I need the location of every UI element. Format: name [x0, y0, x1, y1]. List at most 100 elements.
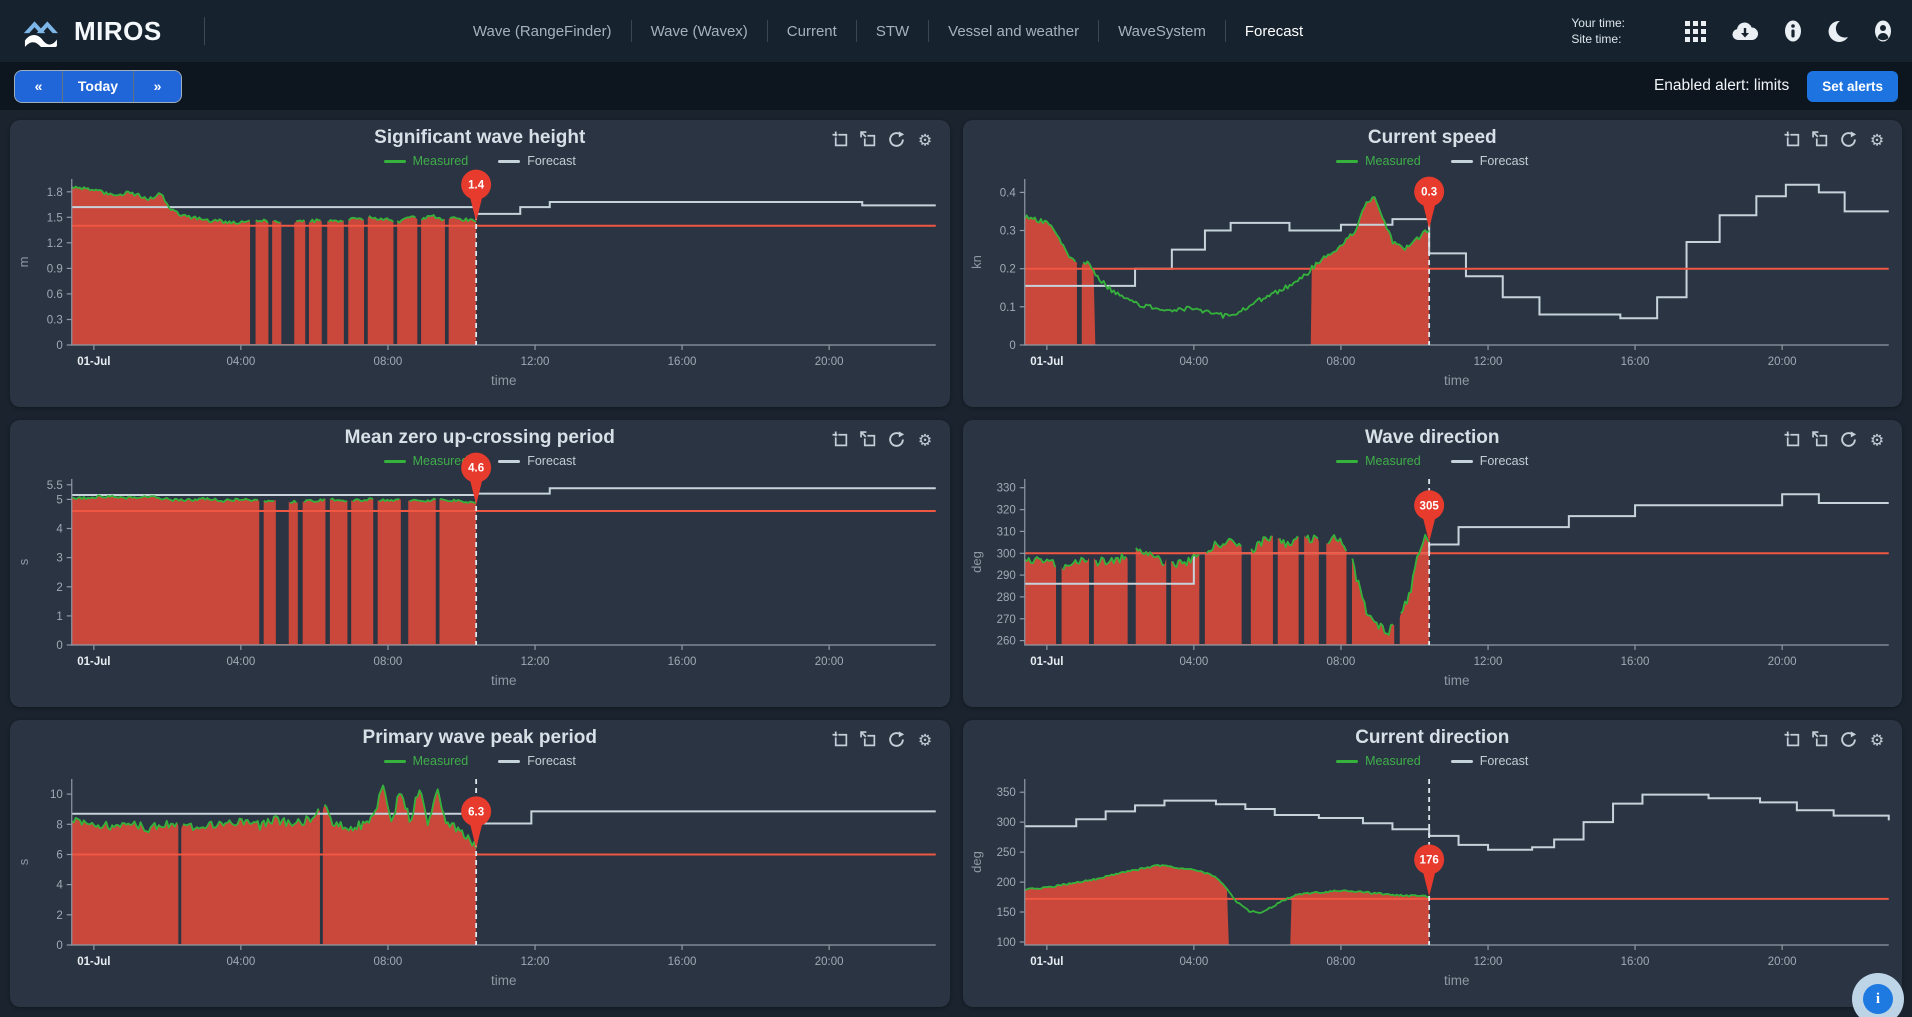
legend-item-forecast[interactable]: Forecast	[1450, 454, 1528, 468]
svg-text:⚙: ⚙	[1870, 133, 1884, 150]
tab-wave-wavex[interactable]: Wave (Wavex)	[650, 22, 748, 40]
svg-text:12:00: 12:00	[521, 356, 550, 368]
moon-icon[interactable]	[1828, 20, 1848, 42]
refresh-icon[interactable]	[888, 431, 905, 448]
tab-separator	[766, 20, 768, 42]
reset-view-icon[interactable]	[1812, 131, 1829, 148]
svg-text:16:00: 16:00	[1620, 656, 1649, 668]
tab-separator	[630, 20, 632, 42]
legend-item-forecast[interactable]: Forecast	[498, 454, 576, 468]
refresh-icon[interactable]	[888, 131, 905, 148]
svg-text:⚙: ⚙	[917, 433, 931, 450]
info-icon[interactable]	[1784, 20, 1802, 42]
svg-text:deg: deg	[968, 851, 983, 873]
legend-item-measured[interactable]: Measured	[1336, 754, 1421, 768]
tab-wavesystem[interactable]: WaveSystem	[1118, 22, 1206, 40]
svg-text:0.9: 0.9	[47, 263, 63, 275]
settings-icon[interactable]: ⚙	[916, 131, 934, 150]
reset-view-icon[interactable]	[1812, 731, 1829, 748]
user-icon[interactable]	[1874, 20, 1892, 42]
legend-item-measured[interactable]: Measured	[1336, 154, 1421, 168]
zoom-area-icon[interactable]	[832, 131, 849, 148]
svg-text:⚙: ⚙	[917, 133, 931, 150]
brand[interactable]: MIROS	[20, 15, 162, 47]
svg-text:s: s	[16, 858, 31, 865]
legend-item-measured[interactable]: Measured	[383, 754, 468, 768]
svg-text:0.4: 0.4	[999, 187, 1016, 199]
svg-text:0: 0	[1009, 340, 1015, 352]
svg-text:m: m	[16, 257, 31, 268]
zoom-area-icon[interactable]	[1784, 131, 1801, 148]
help-widget-button[interactable]: i	[1852, 973, 1904, 1017]
previous-day-button[interactable]: «	[15, 70, 62, 102]
svg-text:04:00: 04:00	[1179, 356, 1208, 368]
settings-icon[interactable]: ⚙	[916, 431, 934, 450]
tab-stw[interactable]: STW	[875, 22, 910, 40]
cloud-download-icon[interactable]	[1732, 21, 1758, 41]
svg-text:350: 350	[996, 787, 1015, 799]
svg-text:time: time	[491, 673, 517, 688]
refresh-icon[interactable]	[1840, 431, 1857, 448]
svg-text:4: 4	[56, 880, 63, 892]
tab-wave-rangefinder[interactable]: Wave (RangeFinder)	[472, 22, 612, 40]
settings-icon[interactable]: ⚙	[1868, 431, 1886, 450]
settings-icon[interactable]: ⚙	[1868, 131, 1886, 150]
zoom-area-icon[interactable]	[1784, 431, 1801, 448]
chart-plot[interactable]: 100 150 200 250 300 350 01-Jul 04:00 08:00 12:00 1…	[963, 773, 1903, 991]
reset-view-icon[interactable]	[859, 131, 877, 148]
reset-view-icon[interactable]	[1812, 431, 1829, 448]
legend-item-forecast[interactable]: Forecast	[498, 154, 576, 168]
refresh-icon[interactable]	[1840, 731, 1857, 748]
measured-swatch	[1336, 759, 1359, 763]
tab-forecast[interactable]: Forecast	[1244, 22, 1304, 40]
tab-current[interactable]: Current	[786, 22, 837, 40]
measured-label: Measured	[1365, 754, 1421, 768]
zoom-area-icon[interactable]	[832, 731, 849, 748]
svg-text:200: 200	[996, 877, 1015, 889]
tab-vessel-and-weather[interactable]: Vessel and weather	[948, 22, 1080, 40]
reset-view-icon[interactable]	[859, 731, 877, 748]
legend-item-measured[interactable]: Measured	[1336, 454, 1421, 468]
tab-separator	[1098, 20, 1100, 42]
legend-item-measured[interactable]: Measured	[383, 154, 468, 168]
svg-text:330: 330	[996, 483, 1015, 495]
svg-text:01-Jul: 01-Jul	[77, 356, 110, 368]
svg-text:1.4: 1.4	[468, 180, 485, 192]
svg-text:s: s	[16, 558, 31, 565]
legend-item-forecast[interactable]: Forecast	[1450, 154, 1528, 168]
set-alerts-button[interactable]: Set alerts	[1807, 70, 1898, 102]
chart-plot[interactable]: 0 2 4 6 8 10 01-Jul 04:00 08:00 12:00 16:00 20:00 s t…	[10, 773, 950, 991]
measured-swatch	[383, 459, 406, 463]
time-block: Your time: Site time:	[1571, 15, 1625, 47]
chart-legend: Measured Forecast	[963, 151, 1903, 171]
svg-text:08:00: 08:00	[374, 356, 403, 368]
chart-plot[interactable]: 0 0.1 0.2 0.3 0.4 01-Jul 04:00 08:00 12:00 16:00 2…	[963, 173, 1903, 391]
chart-plot[interactable]: 0 0.3 0.6 0.9 1.2 1.5 1.8 01-Jul 04:00 08:00 12:00…	[10, 169, 950, 391]
svg-text:08:00: 08:00	[374, 656, 403, 668]
settings-icon[interactable]: ⚙	[1868, 731, 1886, 750]
forecast-label: Forecast	[1479, 754, 1529, 768]
svg-text:deg: deg	[968, 551, 983, 573]
reset-view-icon[interactable]	[859, 431, 877, 448]
tab-separator	[855, 20, 857, 42]
apps-grid-icon[interactable]	[1684, 20, 1706, 42]
chart-title: Primary wave peak period	[362, 727, 597, 748]
site-time-label: Site time:	[1571, 32, 1622, 46]
svg-text:16:00: 16:00	[1620, 356, 1649, 368]
svg-text:time: time	[491, 973, 517, 988]
svg-text:1.5: 1.5	[47, 212, 63, 224]
zoom-area-icon[interactable]	[832, 431, 849, 448]
legend-item-forecast[interactable]: Forecast	[498, 754, 576, 768]
svg-text:290: 290	[996, 570, 1015, 582]
chart-plot[interactable]: 0 1 2 3 4 5 5.5 01-Jul 04:00 08:00 12:00 16:00 20:00…	[10, 452, 950, 691]
legend-item-forecast[interactable]: Forecast	[1450, 754, 1529, 768]
svg-text:10: 10	[50, 789, 63, 801]
refresh-icon[interactable]	[1840, 131, 1857, 148]
legend-item-measured[interactable]: Measured	[383, 454, 468, 468]
chart-plot[interactable]: 260 270 280 290 300 310 320 330 01-Jul 04:00 08:00…	[963, 473, 1903, 691]
today-button[interactable]: Today	[63, 70, 133, 102]
refresh-icon[interactable]	[888, 731, 905, 748]
zoom-area-icon[interactable]	[1784, 731, 1801, 748]
settings-icon[interactable]: ⚙	[916, 731, 934, 750]
next-day-button[interactable]: »	[134, 70, 181, 102]
